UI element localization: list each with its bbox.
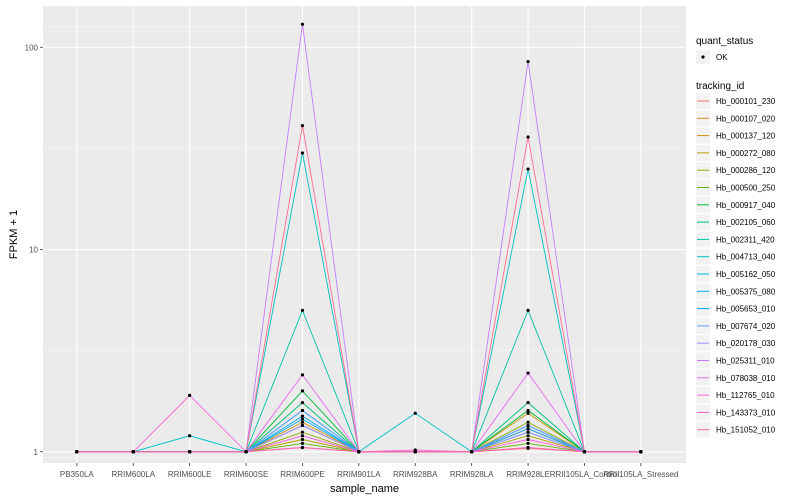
data-point — [188, 450, 192, 454]
legend-quant-status: quant_status OK — [696, 36, 753, 64]
data-point — [300, 22, 305, 26]
grid-lines — [43, 6, 686, 463]
legend-label: Hb_078038_010 — [716, 374, 776, 383]
data-point — [526, 423, 530, 428]
x-tick-label: PB350LA — [60, 470, 94, 479]
data-point — [526, 408, 530, 413]
legend-label: Hb_000500_250 — [716, 184, 776, 193]
data-point — [526, 371, 530, 375]
x-tick-label: RRIM600LA — [111, 470, 155, 479]
data-point — [526, 411, 530, 415]
data-point — [300, 441, 305, 446]
y-tick-label: 10 — [29, 246, 38, 255]
legend-label: Hb_143373_010 — [716, 408, 776, 417]
data-point — [413, 411, 417, 415]
legend-tracking-id: tracking_id Hb_000101_230 Hb_000107_020 Hb… — [696, 81, 776, 438]
data-point — [526, 437, 530, 442]
legend-point-marker — [701, 55, 705, 59]
legend-label: Hb_020178_030 — [716, 339, 776, 348]
x-axis-title: sample_name — [330, 483, 399, 495]
data-point — [300, 308, 305, 313]
legend-label: Hb_007674_020 — [716, 322, 776, 331]
legend-label: Hb_000917_040 — [716, 201, 776, 210]
x-tick-label: RRIM600PE — [280, 470, 324, 479]
data-point — [300, 445, 305, 450]
data-point — [526, 430, 530, 434]
data-point — [300, 373, 305, 377]
data-point — [526, 420, 530, 424]
data-point — [526, 59, 530, 64]
data-point — [300, 417, 305, 421]
data-point — [300, 434, 305, 438]
data-point — [75, 450, 79, 454]
legend-label: Hb_025311_010 — [716, 357, 775, 366]
x-tick-label: RRII105LA_Stressed — [603, 470, 678, 479]
legend-label: Hb_151052_010 — [716, 426, 776, 435]
legend-label: Hb_002105_060 — [716, 218, 776, 227]
data-point — [526, 308, 530, 313]
data-point — [131, 450, 135, 454]
x-tick-label: RRIM928LE — [506, 470, 550, 479]
data-point — [244, 450, 248, 454]
x-tick-label: RRIM928LA — [450, 470, 494, 479]
x-tick-label: RRII105LA_Control — [550, 470, 620, 479]
data-point — [300, 430, 305, 434]
y-axis-title: FPKM + 1 — [8, 210, 20, 259]
legend-label: Hb_000286_120 — [716, 166, 776, 175]
legend-label: Hb_005375_080 — [716, 287, 776, 296]
legend-label: Hb_000137_120 — [716, 132, 776, 141]
data-point — [300, 437, 305, 442]
data-point — [526, 445, 530, 450]
data-point — [413, 450, 417, 454]
data-point — [526, 167, 530, 171]
data-point — [357, 450, 361, 454]
data-point — [300, 151, 305, 155]
legend-label: Hb_005653_010 — [716, 305, 776, 314]
data-point — [526, 135, 530, 139]
x-tick-label: RRIM928BA — [393, 470, 438, 479]
data-point — [300, 420, 305, 424]
data-point — [188, 434, 192, 438]
data-point — [639, 450, 643, 454]
y-axis: 1 10 100 — [25, 43, 43, 457]
data-point — [300, 401, 305, 405]
x-tick-label: RRIM901LA — [337, 470, 381, 479]
data-point — [526, 401, 530, 405]
legend-label: Hb_000107_020 — [716, 114, 776, 123]
legend-label: Hb_004713_040 — [716, 253, 776, 262]
data-point — [582, 450, 587, 454]
data-point — [526, 434, 530, 438]
data-point — [300, 123, 305, 128]
legend-label: Hb_005162_050 — [716, 270, 776, 279]
plot-panel — [43, 6, 686, 463]
x-axis: PB350LA RRIM600LA RRIM600LE RRIM600SE RRIM60… — [60, 463, 678, 479]
data-point — [188, 393, 192, 397]
x-tick-label: RRIM600SE — [224, 470, 268, 479]
legend-label: OK — [716, 53, 728, 62]
data-point — [526, 427, 530, 431]
y-tick-label: 1 — [34, 448, 39, 457]
data-point — [300, 414, 305, 418]
data-point — [300, 389, 305, 393]
data-point — [470, 450, 474, 454]
x-tick-label: RRIM600LE — [168, 470, 212, 479]
y-tick-label: 100 — [25, 43, 39, 52]
legend-label: Hb_002311_420 — [716, 235, 775, 244]
legend-tracking-title: tracking_id — [696, 81, 744, 92]
data-point — [526, 441, 530, 446]
data-point — [300, 408, 305, 413]
legend-label: Hb_112765_010 — [716, 391, 775, 400]
legend-label: Hb_000272_080 — [716, 149, 776, 158]
data-point — [300, 423, 305, 428]
data-points — [75, 22, 643, 454]
legend-label: Hb_000101_230 — [716, 97, 776, 106]
legend-quant-title: quant_status — [696, 36, 753, 47]
